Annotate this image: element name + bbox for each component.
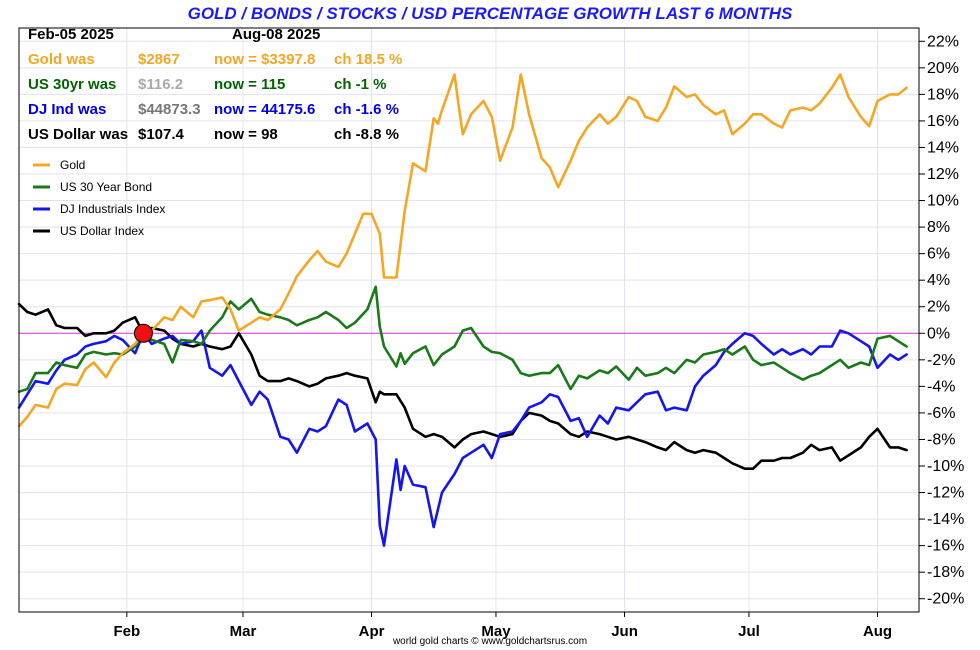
y-tick-label: -2% [927, 352, 955, 369]
y-tick-label: 6% [927, 246, 950, 263]
info-was-value: $2867 [138, 51, 180, 68]
chart-title: GOLD / BONDS / STOCKS / USD PERCENTAGE G… [188, 4, 793, 23]
info-change-value: ch -1 % [334, 76, 387, 93]
y-tick-label: 4% [927, 272, 950, 289]
info-table: Gold was $2867 now = $3397.8 ch 18.5 % US 30… [28, 51, 402, 143]
end-date: Aug-08 2025 [232, 26, 320, 43]
legend-label: DJ Industrials Index [60, 202, 165, 216]
y-tick-label: 2% [927, 299, 950, 316]
info-now-value: now = $3397.8 [214, 51, 315, 68]
y-tick-label: -6% [927, 405, 955, 422]
y-tick-label: 14% [927, 139, 959, 156]
legend-label: Gold [60, 158, 85, 172]
x-tick-label: Feb [113, 623, 140, 640]
y-tick-label: 22% [927, 33, 959, 50]
plot-border [18, 27, 920, 613]
info-change-value: ch 18.5 % [334, 51, 402, 68]
y-tick-label: 12% [927, 166, 959, 183]
y-tick-label: -16% [927, 538, 964, 555]
plot-area [17, 27, 920, 613]
series-line-gold [17, 73, 908, 428]
y-tick-label: -8% [927, 431, 955, 448]
info-label: Gold was [28, 51, 95, 68]
y-tick-label: -18% [927, 564, 964, 581]
y-tick-label: -12% [927, 485, 964, 502]
info-label: US Dollar was [28, 126, 128, 143]
info-now-value: now = 115 [214, 76, 285, 93]
y-tick-label: -14% [927, 511, 964, 528]
info-was-value: $107.4 [138, 126, 185, 143]
series-lines [17, 73, 908, 547]
series-line-us-dollar-index [17, 302, 908, 470]
grid-lines [19, 28, 919, 612]
legend-label: US Dollar Index [60, 224, 144, 238]
legend-label: US 30 Year Bond [60, 180, 152, 194]
y-tick-label: 10% [927, 193, 959, 210]
info-now-value: now = 98 [214, 126, 278, 143]
y-tick-label: 18% [927, 86, 959, 103]
y-tick-label: -10% [927, 458, 964, 475]
chart-credit: world gold charts © www.goldchartsrus.co… [392, 636, 587, 647]
x-tick-label: Jul [738, 623, 760, 640]
info-label: US 30yr was [28, 76, 116, 93]
x-tick-label: Mar [230, 623, 257, 640]
info-now-value: now = 44175.6 [214, 101, 315, 118]
info-change-value: ch -8.8 % [334, 126, 399, 143]
info-was-value: $116.2 [138, 76, 183, 93]
x-tick-label: May [481, 623, 511, 640]
series-line-us-30-year-bond [17, 285, 908, 393]
x-tick-label: Aug [863, 623, 892, 640]
y-tick-label: 16% [927, 113, 959, 130]
y-axis-ticks: 22% 20% 18% 16% 14% 12% 10% 8% 6% 4% 2% 0% -2% -4% -6%… [919, 33, 964, 608]
start-date: Feb-05 2025 [28, 26, 114, 43]
y-tick-label: -20% [927, 591, 964, 608]
legend: Gold US 30 Year Bond DJ Industrials Index U… [33, 158, 165, 238]
y-tick-label: -4% [927, 378, 955, 395]
series-line-dj-industrials-index [17, 329, 908, 547]
y-tick-label: 20% [927, 60, 959, 77]
info-change-value: ch -1.6 % [334, 101, 399, 118]
x-tick-label: Apr [359, 623, 385, 640]
start-marker [133, 323, 153, 343]
x-axis-ticks: Feb Mar Apr May Jun Jul Aug [113, 612, 892, 640]
x-tick-label: Jun [611, 623, 638, 640]
y-tick-label: 8% [927, 219, 950, 236]
y-tick-label: 0% [927, 325, 950, 342]
info-was-value: $44873.3 [138, 101, 201, 118]
info-label: DJ Ind was [28, 101, 106, 118]
